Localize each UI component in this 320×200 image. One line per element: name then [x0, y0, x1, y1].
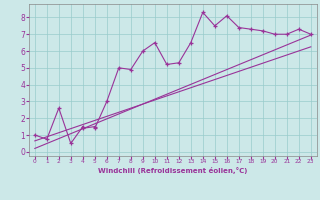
X-axis label: Windchill (Refroidissement éolien,°C): Windchill (Refroidissement éolien,°C): [98, 167, 247, 174]
